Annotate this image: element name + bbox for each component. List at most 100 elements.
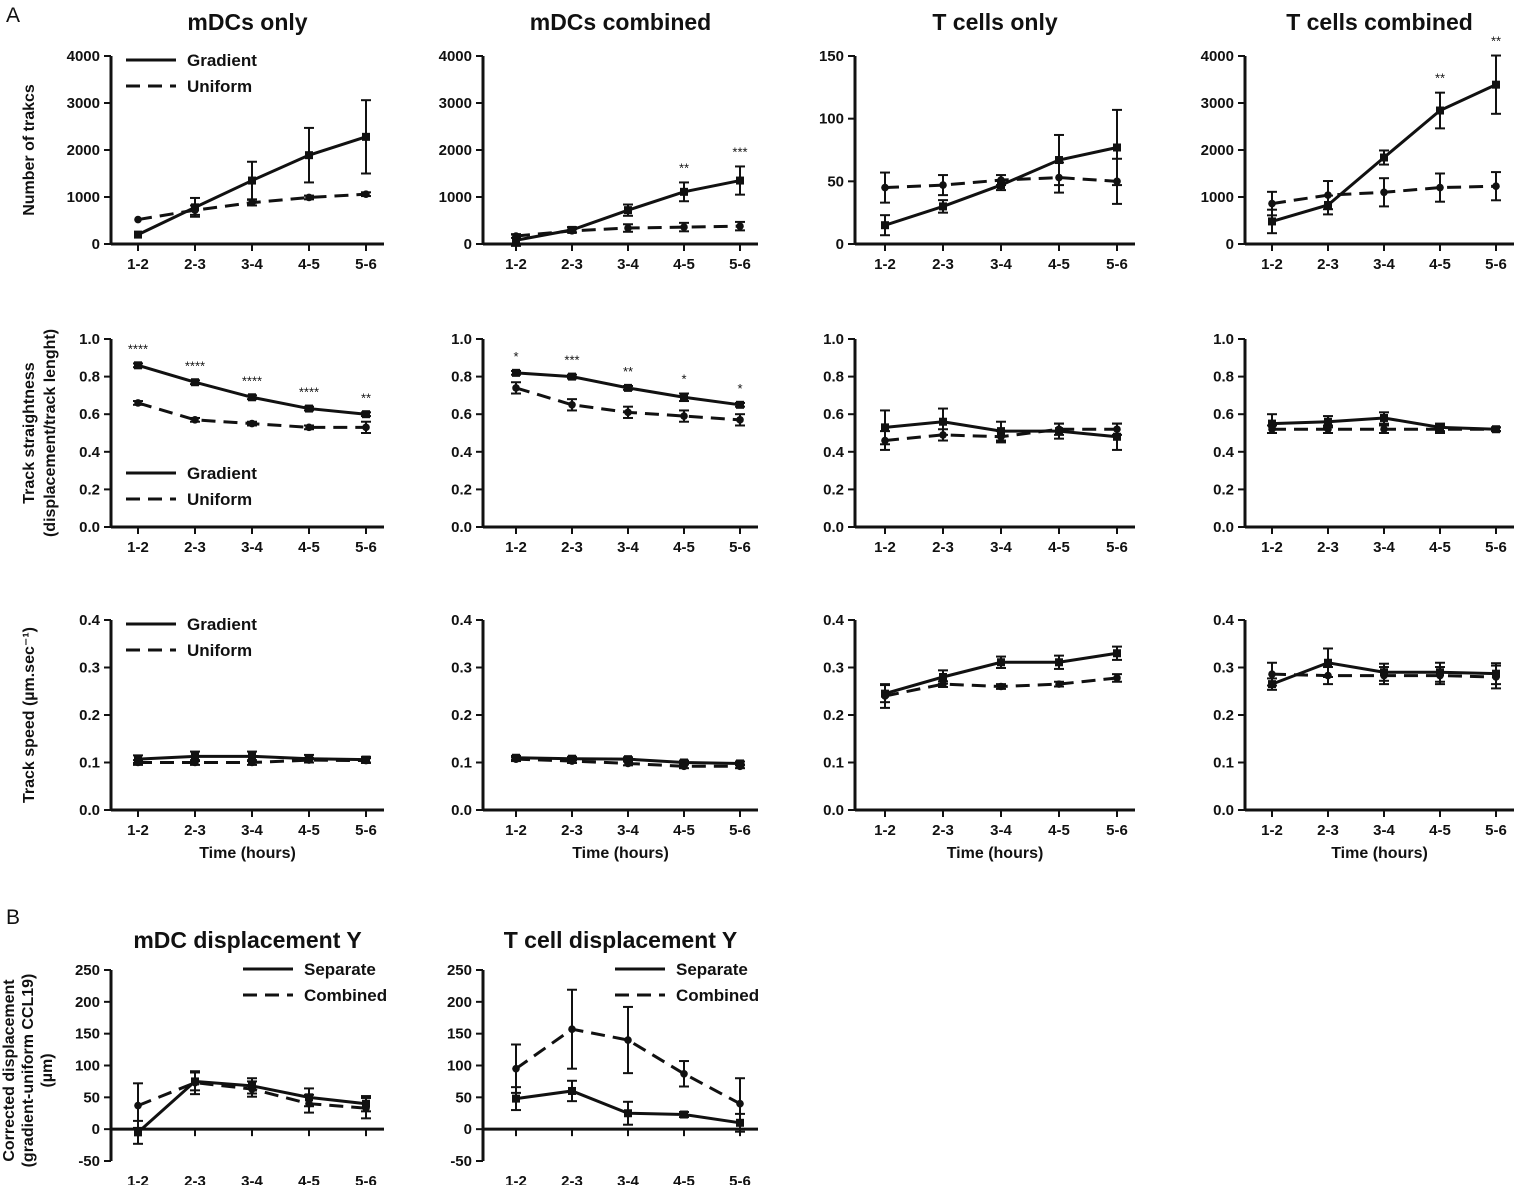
x-axis-label: Time (hours) [199, 845, 296, 862]
y-tick-label: 1.0 [823, 331, 844, 348]
data-point [191, 378, 199, 387]
y-tick-label: 100 [447, 1058, 472, 1075]
legend: Gradient Uniform [126, 464, 257, 509]
data-point [680, 1069, 688, 1078]
x-tick-label: 5-6 [1485, 539, 1507, 556]
data-point [512, 755, 520, 763]
x-tick-label: 4-5 [1429, 539, 1451, 556]
significance-label: *** [732, 144, 747, 159]
y-tick-label: 0.4 [1213, 612, 1235, 629]
x-tick-label: 5-6 [729, 822, 751, 839]
y-tick-label: 0 [836, 236, 844, 253]
data-point [191, 752, 199, 761]
y-tick-label: 200 [75, 994, 100, 1011]
data-point [248, 176, 256, 185]
significance-label: * [681, 372, 686, 387]
x-tick-label: 1-2 [874, 256, 896, 273]
y-tick-label: 0.4 [79, 612, 101, 629]
y-tick-label: 0.4 [823, 612, 845, 629]
legend: Gradient Uniform [126, 615, 257, 660]
x-tick-label: 1-2 [874, 539, 896, 556]
data-point [939, 202, 947, 211]
x-tick-label: 3-4 [1373, 539, 1395, 556]
data-point [1055, 156, 1063, 165]
y-tick-label: 0.1 [823, 755, 844, 772]
x-tick-label: 3-4 [617, 256, 639, 273]
data-point [362, 423, 370, 432]
y-tick-label: 0.4 [79, 444, 101, 461]
y-tick-label: 150 [447, 1026, 472, 1043]
data-point [1324, 658, 1332, 667]
data-point [624, 1036, 632, 1044]
data-point [1436, 425, 1444, 434]
x-tick-label: 1-2 [505, 539, 527, 556]
series-secondary [134, 190, 371, 224]
y-tick-label: 0.2 [823, 481, 844, 498]
y-tick-label: 2000 [1201, 142, 1234, 159]
data-point [1113, 432, 1121, 441]
x-tick-label: 5-6 [729, 539, 751, 556]
data-point [680, 412, 688, 420]
chart-5: 0.0 0.2 0.4 0.6 0.8 1.0 1-2 2-3 3-4 4-5 5-6 Track s… [21, 329, 384, 556]
y-tick-label: 0.3 [79, 660, 100, 677]
data-point [939, 431, 947, 439]
data-point [305, 151, 313, 160]
data-point [134, 1101, 142, 1110]
y-tick-label: 0.0 [79, 519, 100, 536]
legend-label: Combined [304, 986, 387, 1005]
y-tick-label: 0.0 [451, 519, 472, 536]
series-primary [880, 108, 1122, 237]
x-tick-label: 5-6 [1106, 539, 1128, 556]
y-tick-label: 100 [819, 111, 844, 128]
x-tick-label: 5-6 [729, 256, 751, 273]
data-point [134, 361, 142, 370]
chart-title: mDCs only [187, 9, 307, 35]
data-point [1492, 673, 1500, 681]
data-point [191, 1078, 199, 1087]
chart-12: 0.0 0.1 0.2 0.3 0.4 1-2 2-3 3-4 4-5 5-6 Time (hour… [1213, 612, 1514, 862]
panel-label-b: B [6, 906, 20, 929]
y-tick-label: 1.0 [79, 331, 100, 348]
data-point [248, 752, 256, 761]
data-point [624, 224, 632, 232]
y-tick-label: 0.3 [823, 660, 844, 677]
data-point [305, 756, 313, 764]
y-tick-label: 0.4 [1213, 444, 1235, 461]
legend-label: Gradient [187, 615, 257, 634]
data-point [624, 206, 632, 215]
data-point [624, 408, 632, 417]
x-tick-label: 3-4 [617, 539, 639, 556]
data-point [1055, 425, 1063, 434]
x-tick-label: 2-3 [932, 822, 954, 839]
x-tick-label: 4-5 [673, 539, 695, 556]
chart-9: 0.0 0.1 0.2 0.3 0.4 1-2 2-3 3-4 4-5 5-6 Time (hour… [21, 612, 384, 862]
data-point [568, 227, 576, 235]
y-tick-label: 0.1 [1213, 755, 1234, 772]
significance-label: **** [299, 385, 319, 400]
data-point [1380, 425, 1388, 434]
data-point [362, 132, 370, 141]
data-point [248, 758, 256, 767]
x-tick-label: 4-5 [1429, 822, 1451, 839]
data-point [997, 682, 1005, 691]
data-point [1055, 658, 1063, 667]
data-point [1055, 680, 1063, 688]
data-point [1113, 143, 1121, 152]
x-axis-label: Time (hours) [1331, 845, 1428, 862]
x-tick-label: 3-4 [617, 822, 639, 839]
y-tick-label: 1000 [67, 189, 100, 206]
x-tick-label: 3-4 [990, 822, 1012, 839]
chart-title: T cells combined [1286, 9, 1473, 35]
x-axis-label: Time (hours) [572, 845, 669, 862]
data-point [512, 236, 520, 245]
y-axis-label: Track straightness (displacement/track le… [21, 329, 59, 537]
y-tick-label: 1000 [439, 189, 472, 206]
y-tick-label: 200 [447, 994, 472, 1011]
data-point [362, 1104, 370, 1112]
x-tick-label: 2-3 [1317, 256, 1339, 273]
y-tick-label: 0.8 [79, 369, 100, 386]
legend-label: Uniform [187, 77, 252, 96]
x-tick-label: 5-6 [355, 822, 377, 839]
data-point [624, 759, 632, 768]
